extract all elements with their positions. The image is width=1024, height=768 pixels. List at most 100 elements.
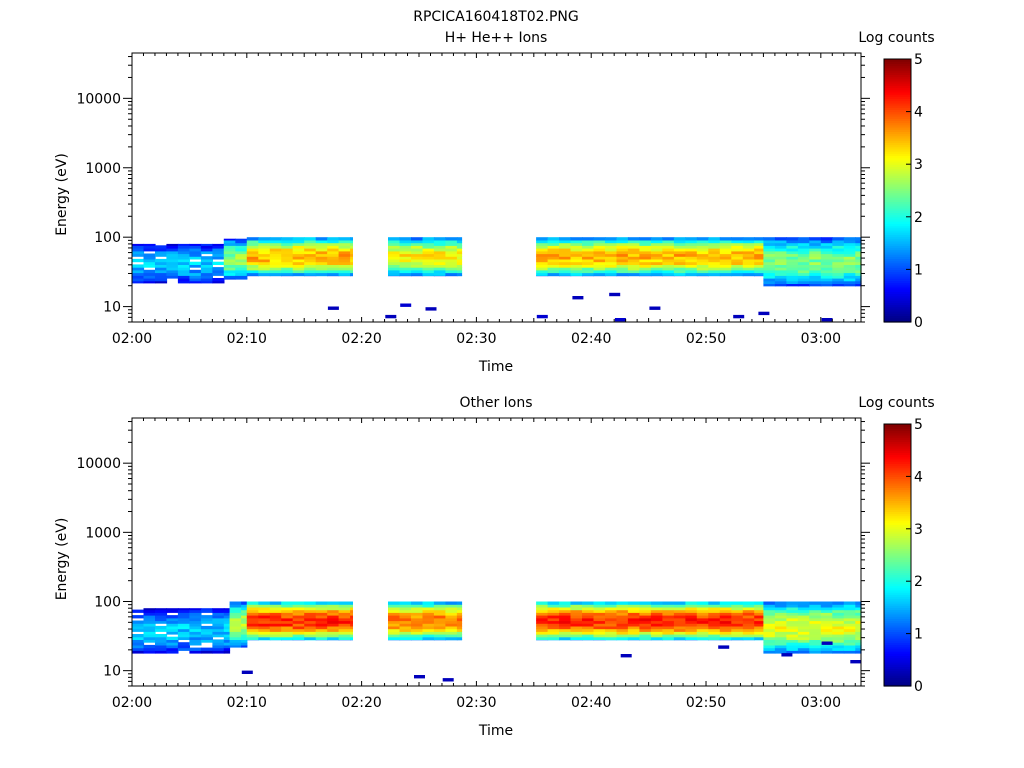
heat-cell [843,245,856,249]
heat-cell [155,278,168,282]
colorbar-segment [884,565,911,569]
heat-cell [177,267,190,271]
heat-cell [422,248,435,252]
colorbar-segment [884,465,911,469]
heat-cell [843,275,856,279]
heat-cell [627,636,640,640]
heat-cell [797,625,810,630]
heat-cell [258,609,271,613]
heat-cell [662,631,675,635]
heat-cell [662,604,675,608]
heat-cell [327,612,340,616]
colorbar-segment [884,238,911,242]
heat-cell [350,620,353,624]
heat-cell [570,250,583,255]
heat-cell [582,269,595,274]
heat-cell [547,258,560,263]
heat-cell [166,264,179,268]
heat-cell [292,250,305,255]
heat-cell [662,623,675,627]
y-tick-label: 1000 [85,161,121,177]
heat-cell [338,612,351,616]
heat-cell [582,264,595,268]
colorbar-segment [884,504,911,508]
heat-cell [200,617,213,622]
heat-cell [708,604,721,608]
colorbar-segment [884,517,911,521]
heat-cell [673,601,686,605]
heat-cell [763,634,776,638]
colorbar-segment [884,124,911,128]
heat-cell [605,634,618,638]
heat-cell [855,609,862,613]
heat-cell [855,636,862,640]
heat-cell [422,269,435,274]
heat-cell [696,601,709,605]
sparse-count [620,654,632,658]
colorbar-segment [884,289,911,292]
heat-cell [719,272,732,276]
heat-cell [212,269,225,274]
heat-cell [673,604,686,608]
heat-cell [177,623,190,627]
heat-cell [662,615,675,619]
heat-cell [241,634,248,638]
heat-cell [797,604,810,608]
heat-cell [616,634,629,638]
heat-cell [797,283,810,287]
heat-cell [843,650,856,654]
heat-cell [843,634,856,638]
heat-cell [536,253,549,257]
heat-cell [731,634,744,638]
heat-cell [820,620,833,624]
heat-cell [650,601,663,605]
heat-cell [327,615,340,619]
colorbar-segment [884,271,911,275]
heat-cell [708,612,721,616]
colorbar-segment [884,162,911,165]
heat-cell [797,615,810,619]
heat-cell [786,280,799,284]
heat-cell [246,264,259,268]
heat-cell [685,615,698,619]
heat-cell [327,237,340,241]
colorbar-segment [884,319,911,323]
heat-cell [685,239,698,244]
heat-cell [456,267,463,271]
heat-cell [269,239,282,244]
heat-cell [593,615,606,619]
heat-cell [229,634,242,638]
heat-cell [177,647,190,651]
colorbar-tick-label: 1 [914,262,923,278]
heat-cell [143,625,156,630]
heat-cell [189,617,202,622]
heat-cell [559,604,572,608]
heat-cell [212,620,225,624]
heat-cell [338,256,351,260]
heat-cell [411,269,424,274]
colorbar-segment [884,87,911,91]
heat-cell [650,631,663,635]
heat-cell [200,280,213,284]
heat-cell [200,634,213,638]
heat-cell [223,608,231,611]
sparse-count [781,653,793,657]
heat-cell [763,256,776,260]
heat-cell [445,242,458,246]
heat-cell [639,239,652,244]
heat-cell [338,628,351,632]
heat-cell [155,248,168,252]
heat-cell [399,264,412,268]
heat-cell [143,620,156,624]
heat-cell [639,245,652,249]
heat-cell [258,617,271,622]
colorbar-segment [884,605,911,608]
heat-cell [433,253,446,257]
heat-cell [456,636,463,640]
heat-cell [742,261,755,265]
heat-cell [809,612,822,616]
heat-cell [797,261,810,265]
heat-cell [166,258,179,263]
heat-cell [399,269,412,274]
heat-cell [315,267,328,271]
